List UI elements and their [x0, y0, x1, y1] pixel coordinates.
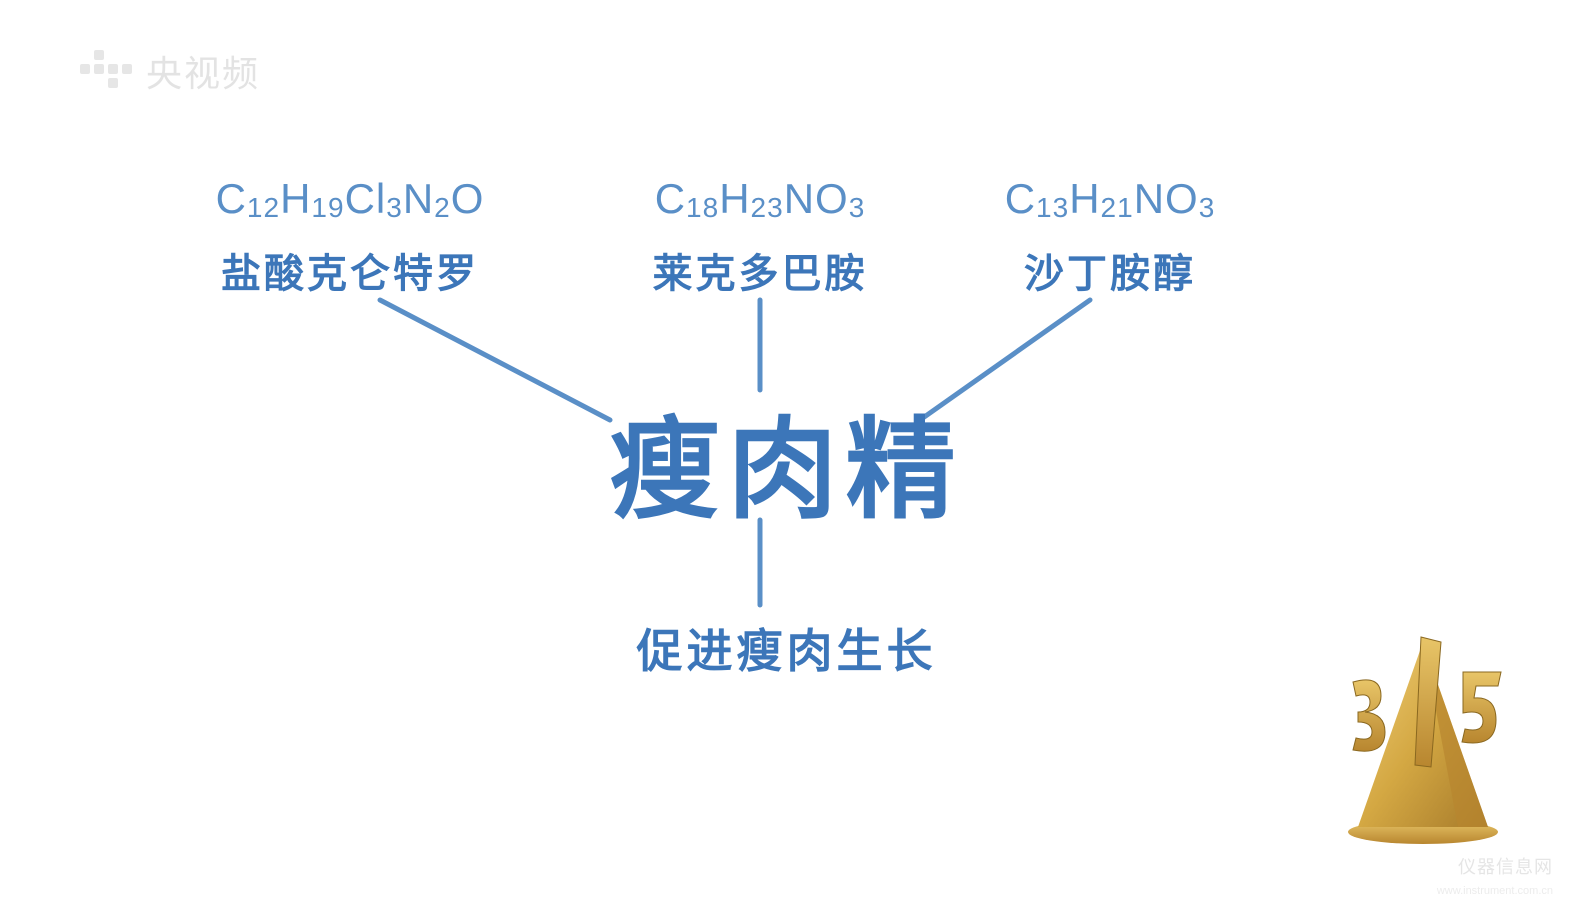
- compound-name-2: 沙丁胺醇: [1005, 241, 1216, 299]
- logo-text: 央视频: [146, 45, 260, 97]
- compound-2: C13H21NO3 沙丁胺醇: [1005, 175, 1216, 299]
- compound-formula-1: C18H23NO3: [653, 175, 868, 223]
- trophy-315-icon: [1323, 627, 1523, 847]
- broadcaster-logo: 央视频: [80, 45, 260, 97]
- compound-formula-2: C13H21NO3: [1005, 175, 1216, 223]
- compound-1: C18H23NO3 莱克多巴胺: [653, 175, 868, 299]
- compound-0: C12H19Cl3N2O 盐酸克仑特罗: [216, 175, 485, 299]
- watermark-text: 仪器信息网: [1458, 853, 1553, 879]
- connector-line-0: [380, 300, 610, 420]
- effect-text: 促进瘦肉生长: [637, 615, 937, 681]
- compound-name-0: 盐酸克仑特罗: [216, 241, 485, 299]
- compound-name-1: 莱克多巴胺: [653, 241, 868, 299]
- center-term: 瘦肉精: [610, 380, 964, 540]
- logo-icon: [80, 50, 134, 92]
- compound-formula-0: C12H19Cl3N2O: [216, 175, 485, 223]
